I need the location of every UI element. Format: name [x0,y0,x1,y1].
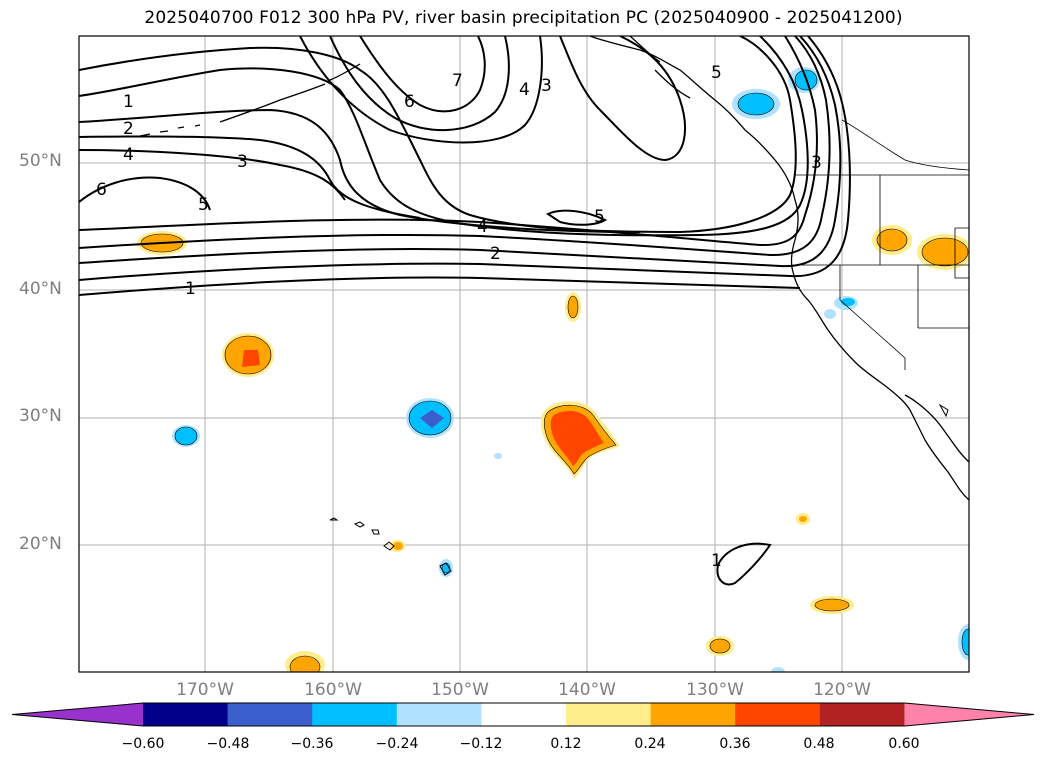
colorbar-segment [650,703,736,726]
colorbar-segment [312,703,398,726]
colorbar-extend-high [904,703,1034,726]
contour-label: 1 [123,92,134,112]
contour-label: 2 [123,119,134,139]
colorbar-segment [819,703,905,726]
colorbar-segment [143,703,229,726]
colorbar-tick: 0.12 [550,736,582,752]
colorbar-tick: −0.60 [121,736,165,752]
gridlines [79,36,969,672]
map-title: 2025040700 F012 300 hPa PV, river basin … [144,8,903,28]
contour-label: 3 [811,153,822,173]
map-background [79,36,969,672]
colorbar-tick: −0.12 [459,736,503,752]
contour-label: 5 [594,207,605,227]
contour-label: 2 [490,244,501,264]
contour-label: 3 [541,76,552,96]
lat-label: 50°N [19,151,62,171]
colorbar-tick: −0.48 [206,736,250,752]
contour-label: 4 [477,217,488,237]
precip-anomaly-patches [137,67,969,672]
contour-label: 5 [711,63,722,83]
lon-label: 160°W [304,680,362,700]
colorbar-extend-low [12,703,143,726]
colorbar-segment [227,703,313,726]
colorbar-segment [481,703,567,726]
lon-label: 130°W [686,680,744,700]
contour-label: 7 [452,71,463,91]
colorbar-tick: −0.24 [375,736,419,752]
pv-contours [79,36,851,586]
colorbar-tick: 0.24 [634,736,666,752]
map-frame [78,35,970,673]
lon-label: 140°W [558,680,616,700]
lon-label: 120°W [813,680,871,700]
map-canvas: 1 2 4 3 5 6 4 2 1 5 6 7 4 3 5 3 1 [78,35,970,673]
lon-label: 170°W [176,680,234,700]
lat-label: 40°N [19,279,62,299]
colorbar-segment [735,703,821,726]
contour-label: 3 [237,152,248,172]
state-borders [793,119,969,370]
colorbar-tick: −0.36 [290,736,334,752]
colorbar-tick: 0.48 [803,736,835,752]
contour-label: 4 [519,80,530,100]
contour-label: 1 [185,279,196,299]
contour-label: 4 [123,145,134,165]
contour-label: 6 [404,92,415,112]
colorbar-segment [396,703,482,726]
colorbar-tick: 0.36 [719,736,751,752]
contour-label: 5 [198,195,209,215]
colorbar-segments [11,702,1035,727]
lon-label: 150°W [431,680,489,700]
lat-label: 20°N [19,534,62,554]
contour-label: 1 [711,551,722,571]
colorbar-outline [11,702,1035,727]
coastlines [139,36,969,501]
contour-label: 6 [96,180,107,200]
contour-labels: 1 2 4 3 5 6 4 2 1 5 6 7 4 3 5 3 1 [96,63,822,571]
lat-label: 30°N [19,406,62,426]
colorbar-segment [566,703,652,726]
colorbar-tick: 0.60 [888,736,920,752]
islands [329,403,949,576]
